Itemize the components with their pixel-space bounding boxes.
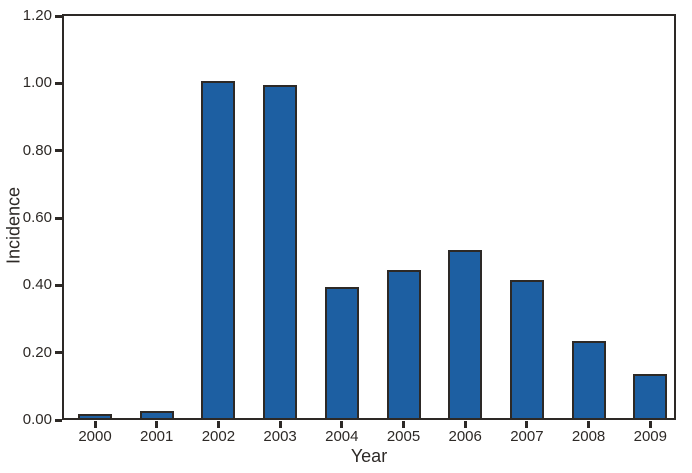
x-tick-label: 2008 <box>571 428 606 445</box>
y-tick-mark <box>55 14 62 18</box>
y-tick-label: 0.60 <box>22 209 52 226</box>
y-tick-label: 0.20 <box>22 343 52 361</box>
bar-2004 <box>324 287 359 418</box>
x-tick-mark <box>278 421 282 428</box>
x-tick-label: 2006 <box>448 428 482 445</box>
x-tick-mark <box>648 421 652 428</box>
x-tick-label: 2005 <box>386 428 421 445</box>
bar-2007 <box>509 280 544 418</box>
x-tick-label: 2000 <box>78 428 112 445</box>
x-tick-mark <box>402 421 405 428</box>
y-tick-mark <box>55 81 62 85</box>
x-tick-label: 2003 <box>263 428 297 445</box>
y-tick-mark <box>55 149 62 153</box>
y-axis-label: Incidence <box>3 186 24 265</box>
y-tick-mark <box>55 216 62 220</box>
x-tick-mark <box>525 421 529 428</box>
x-axis-label: Year <box>350 446 388 466</box>
x-tick-label: 2002 <box>201 428 236 445</box>
bar-2005 <box>386 270 421 418</box>
bar-2006 <box>448 250 483 418</box>
x-tick-label: 2001 <box>140 428 174 445</box>
x-tick-label: 2009 <box>633 428 667 445</box>
y-tick-mark <box>55 351 62 355</box>
x-tick-label: 2004 <box>325 428 359 445</box>
y-tick-label: 1.00 <box>22 74 52 92</box>
bar-2002 <box>201 81 236 418</box>
y-tick-label: 0.40 <box>22 276 52 294</box>
bar-2000 <box>78 414 112 418</box>
plot-area <box>62 14 676 420</box>
bar-2001 <box>139 411 174 418</box>
x-tick-mark <box>155 421 159 428</box>
x-tick-mark <box>216 421 220 428</box>
x-tick-mark <box>93 421 97 428</box>
bar-2008 <box>571 341 606 418</box>
x-tick-mark <box>340 421 344 428</box>
y-tick-label: 0.00 <box>22 411 52 428</box>
x-tick-mark <box>463 421 467 428</box>
x-tick-label: 2007 <box>510 428 544 445</box>
y-tick-mark <box>55 418 62 422</box>
y-tick-label: 0.80 <box>22 141 52 159</box>
x-tick-mark <box>587 421 591 428</box>
bar-2009 <box>633 374 668 418</box>
y-tick-label: 1.20 <box>22 7 52 24</box>
bar-2003 <box>263 85 298 418</box>
y-tick-mark <box>55 283 62 287</box>
